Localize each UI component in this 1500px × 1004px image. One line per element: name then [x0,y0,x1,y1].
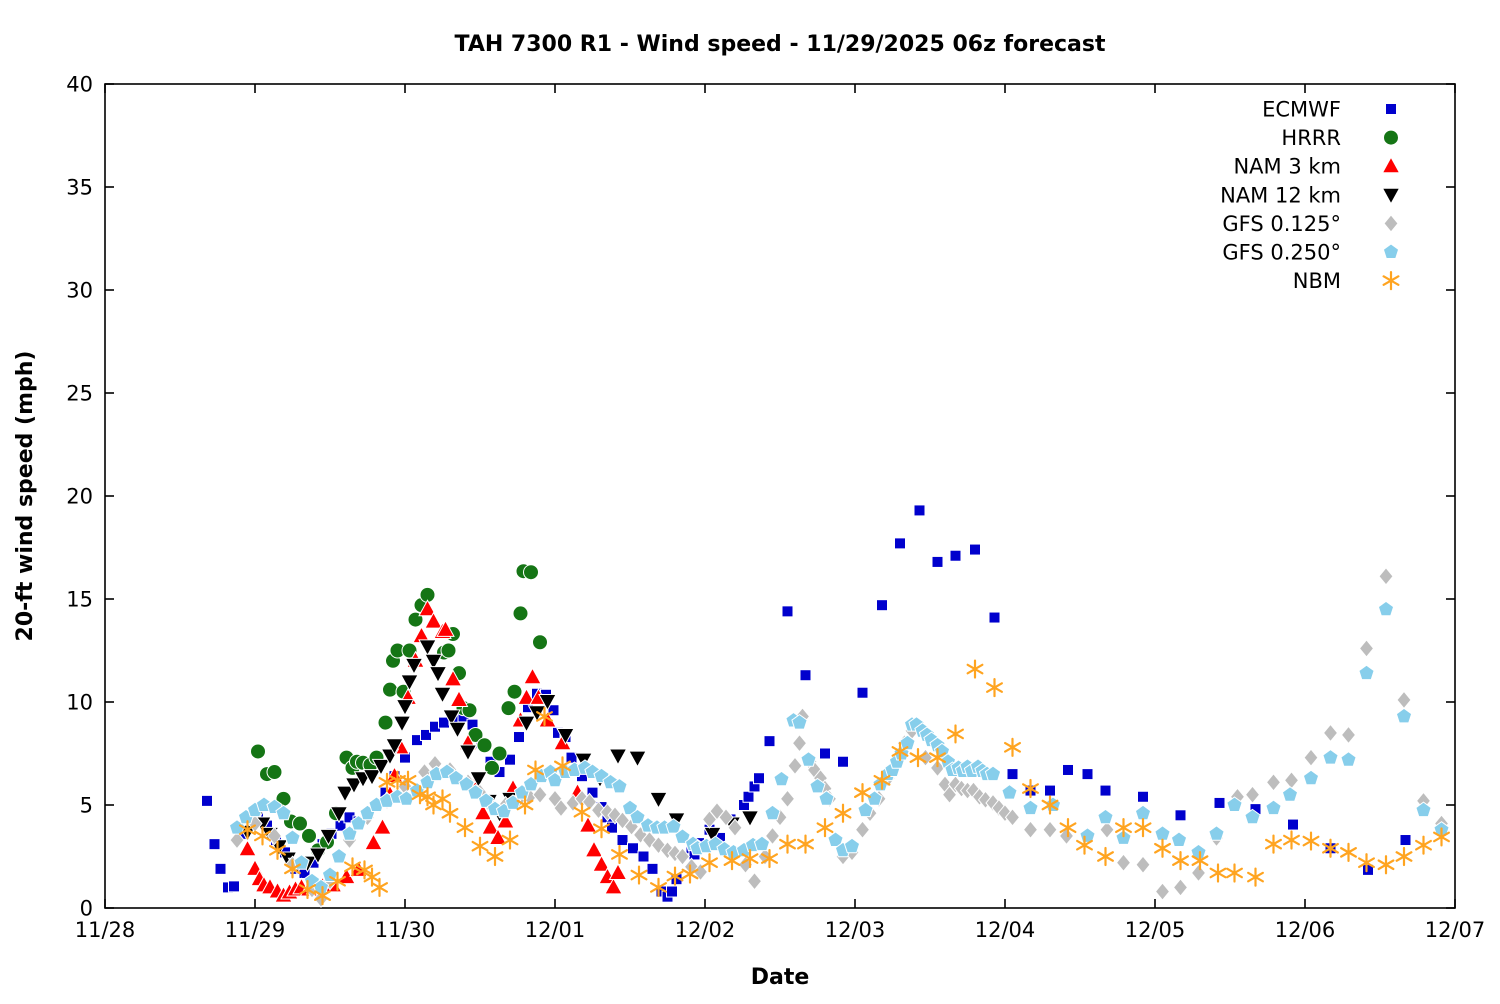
legend-item-gfs-0-125-: GFS 0.125° [1222,212,1399,236]
x-axis-label: Date [751,965,810,990]
x-tick-label: 12/02 [675,918,736,942]
legend-label: NAM 12 km [1220,183,1341,207]
y-tick-label: 15 [66,588,93,612]
legend-marker-triangle-up-icon [1381,156,1401,174]
x-tick-label: 12/05 [1125,918,1186,942]
y-tick-label: 35 [66,176,93,200]
x-tick-label: 12/07 [1425,918,1486,942]
axis-tick-labels: 11/28 11/29 11/30 12/01 12/02 12/03 12/04 12/05… [66,73,1485,943]
x-tick-label: 11/29 [225,918,286,942]
chart-legend: ECMWF HRRR NAM 3 km NAM 12 km GFS 0.125° GFS … [1220,98,1401,293]
legend-marker-square-icon [1385,103,1397,115]
legend-item-nam-12-km: NAM 12 km [1220,183,1401,207]
y-tick-label: 30 [66,279,93,303]
legend-item-ecmwf: ECMWF [1262,98,1397,122]
series-nbm [239,659,1450,906]
data-points-layer [201,504,1450,909]
x-tick-label: 12/03 [825,918,886,942]
legend-label: HRRR [1281,126,1341,150]
legend-label: GFS 0.125° [1222,212,1341,236]
legend-label: NAM 3 km [1233,155,1341,179]
y-tick-label: 0 [80,897,93,921]
legend-item-gfs-0-250-: GFS 0.250° [1222,241,1400,265]
legend-label: GFS 0.250° [1222,241,1341,265]
legend-label: ECMWF [1262,98,1341,122]
legend-item-nbm: NBM [1293,269,1400,293]
legend-marker-asterisk-icon [1382,271,1400,291]
legend-marker-pentagon-icon [1382,243,1400,259]
x-tick-label: 12/01 [525,918,586,942]
legend-label: NBM [1293,269,1341,293]
legend-item-hrrr: HRRR [1281,126,1399,150]
axis-ticks [104,83,1456,909]
y-tick-label: 40 [66,73,93,97]
y-tick-label: 10 [66,691,93,715]
x-tick-label: 11/30 [375,918,436,942]
x-tick-label: 12/04 [975,918,1036,942]
legend-marker-triangle-down-icon [1381,187,1401,205]
y-tick-label: 20 [66,485,93,509]
chart-title: TAH 7300 R1 - Wind speed - 11/29/2025 06… [455,32,1106,57]
legend-marker-circle-icon [1383,129,1399,146]
y-tick-label: 5 [80,794,93,818]
x-tick-label: 12/06 [1275,918,1336,942]
y-axis-label: 20-ft wind speed (mph) [13,351,38,642]
legend-item-nam-3-km: NAM 3 km [1233,155,1401,179]
x-tick-label: 11/28 [75,918,136,942]
y-tick-label: 25 [66,382,93,406]
legend-marker-diamond-icon [1383,214,1399,233]
series-gfs-0-250- [228,600,1450,895]
